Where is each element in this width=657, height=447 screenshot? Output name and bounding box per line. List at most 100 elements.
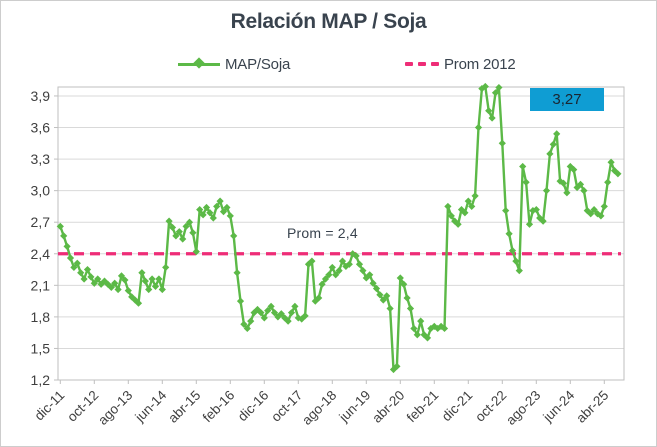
data-point-marker (454, 220, 462, 228)
data-point-marker (311, 297, 319, 305)
data-point-marker (151, 282, 160, 290)
data-point-marker (434, 324, 442, 333)
data-point-marker (481, 82, 489, 91)
data-point-marker (260, 314, 268, 322)
data-point-marker (447, 212, 455, 220)
data-point-marker (423, 334, 432, 342)
x-axis-label: dic-16 (235, 388, 272, 425)
data-point-marker (359, 266, 367, 275)
data-point-marker (508, 247, 517, 255)
data-point-marker (270, 309, 279, 317)
data-point-marker (77, 269, 85, 277)
legend-prom-2012-label: Prom 2012 (444, 55, 516, 73)
data-point-marker (94, 275, 102, 283)
data-point-marker (134, 299, 143, 307)
data-point-marker (338, 257, 347, 265)
data-point-marker (525, 220, 534, 228)
data-point-marker (264, 306, 272, 315)
data-point-marker (512, 257, 520, 265)
data-point-marker (607, 158, 615, 166)
data-point-marker (420, 331, 428, 339)
data-point-marker (345, 260, 353, 268)
data-point-marker (328, 263, 336, 272)
y-axis-label: 1,5 (31, 340, 51, 356)
data-point-marker (189, 229, 197, 237)
data-point-marker (437, 322, 445, 330)
data-point-marker (430, 322, 438, 330)
data-point-marker (464, 197, 472, 205)
data-point-marker (318, 280, 326, 288)
data-point-marker (138, 269, 146, 277)
legend-map-soja-label: MAP/Soja (225, 55, 291, 73)
data-point-marker (583, 207, 591, 215)
data-point-marker (502, 207, 510, 215)
x-axis-label: ago-13 (95, 388, 135, 428)
data-point-marker (532, 205, 540, 214)
data-point-marker (427, 324, 435, 333)
data-point-marker (600, 202, 608, 211)
x-axis-label: dic-11 (32, 388, 68, 424)
legend-item-map-soja[interactable]: MAP/Soja (178, 53, 290, 75)
data-point-marker (590, 205, 598, 214)
data-point-marker (355, 260, 364, 268)
data-point-marker (301, 312, 309, 320)
data-point-marker (56, 222, 64, 231)
data-point-marker (498, 139, 506, 147)
legend-item-prom-2012[interactable]: Prom 2012 (405, 53, 516, 75)
data-point-marker (376, 291, 384, 299)
data-point-marker (90, 279, 98, 287)
data-point-marker (172, 232, 180, 240)
data-point-marker (519, 162, 527, 171)
data-point-marker (179, 235, 187, 243)
data-point-marker (573, 183, 581, 192)
x-axis-label: feb-16 (200, 388, 238, 426)
data-point-marker (505, 230, 513, 238)
data-point-marker (247, 317, 255, 325)
data-point-marker (372, 284, 381, 293)
data-point-marker (80, 275, 88, 283)
data-point-marker (162, 263, 170, 272)
data-point-marker (383, 292, 391, 300)
data-point-marker (287, 309, 296, 317)
data-point-marker (478, 84, 486, 93)
chart-title: Relación MAP / Soja (230, 10, 427, 33)
data-point-marker (107, 283, 115, 292)
y-axis-label: 1,2 (31, 372, 51, 388)
data-point-marker (570, 166, 578, 174)
data-point-marker (406, 304, 415, 313)
data-point-marker (121, 276, 129, 284)
data-point-marker (614, 170, 622, 178)
y-axis-label: 3,3 (31, 151, 51, 167)
y-axis-label: 2,4 (31, 246, 51, 262)
data-point-marker (386, 304, 394, 313)
data-point-marker (117, 272, 126, 280)
data-point-marker (461, 209, 469, 217)
data-point-marker (277, 310, 285, 318)
data-point-marker (219, 208, 228, 216)
data-point-marker (403, 294, 411, 302)
data-point-marker (257, 309, 265, 317)
data-point-marker (284, 317, 292, 325)
data-point-marker (349, 250, 357, 258)
prom-dash-swatch (405, 62, 439, 66)
data-point-marker (604, 178, 612, 186)
data-point-marker (63, 242, 71, 250)
data-point-marker (321, 275, 330, 283)
y-axis-label: 3,9 (31, 88, 51, 104)
data-point-marker (213, 202, 221, 211)
data-point-marker (199, 211, 207, 219)
data-point-marker (291, 302, 299, 310)
x-axis-label: abr-15 (165, 388, 203, 426)
data-point-marker (60, 232, 68, 240)
data-point-marker (366, 271, 374, 279)
data-point-marker (597, 212, 605, 220)
data-point-marker (182, 222, 190, 231)
data-point-marker (226, 212, 234, 220)
data-point-marker (587, 210, 595, 218)
data-point-marker (124, 286, 132, 295)
data-point-marker (488, 114, 496, 122)
data-point-marker (396, 274, 404, 282)
data-point-marker (471, 192, 479, 200)
data-point-marker (148, 275, 156, 283)
